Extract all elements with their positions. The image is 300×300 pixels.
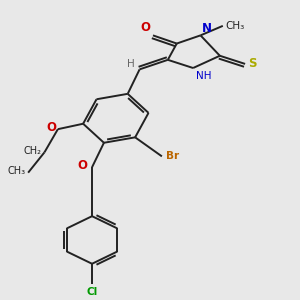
Text: CH₂: CH₂ <box>23 146 41 156</box>
Text: S: S <box>248 57 256 70</box>
Text: O: O <box>78 159 88 172</box>
Text: O: O <box>140 21 151 34</box>
Text: H: H <box>128 59 135 69</box>
Text: Br: Br <box>166 152 179 161</box>
Text: CH₃: CH₃ <box>225 21 244 31</box>
Text: CH₃: CH₃ <box>7 166 25 176</box>
Text: Cl: Cl <box>86 287 98 297</box>
Text: O: O <box>46 121 56 134</box>
Text: N: N <box>202 22 212 34</box>
Text: NH: NH <box>196 71 212 81</box>
